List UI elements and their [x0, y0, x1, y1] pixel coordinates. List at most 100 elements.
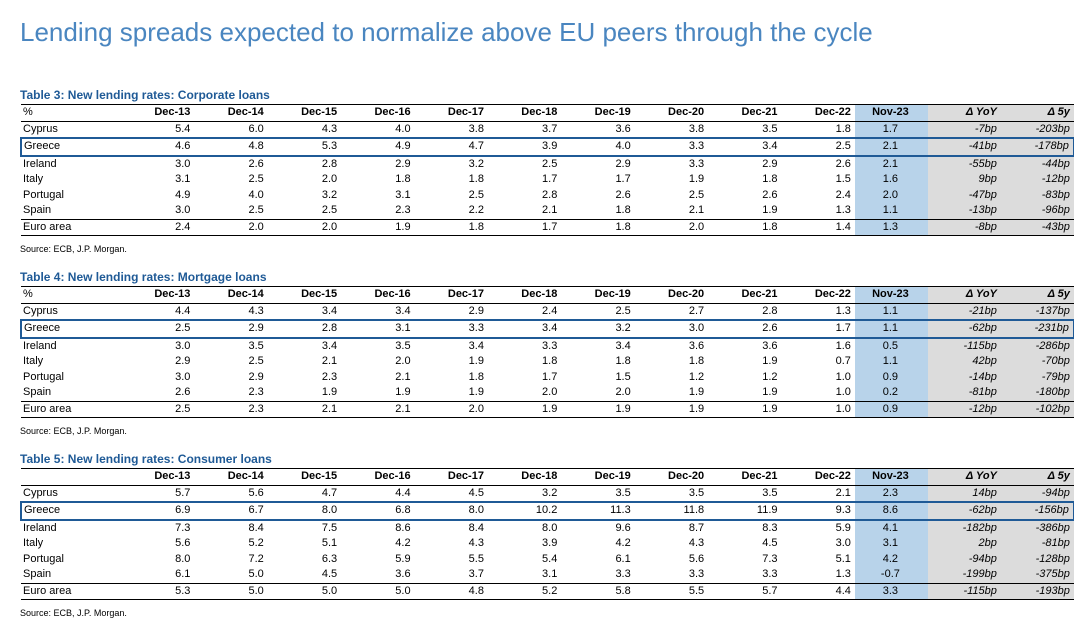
column-header: Nov-23: [854, 468, 928, 486]
table-cell: -180bp: [1000, 385, 1074, 401]
column-header: Δ 5y: [1000, 468, 1074, 486]
table-cell: 3.4: [321, 339, 338, 352]
table-cell: 4.3: [468, 537, 484, 549]
table-row: Greece 2.5 2.9 2.8 3.1 3.3 3.4 3.2 3.0 2.6 1.7 1.1-…: [20, 319, 1074, 339]
table-cell: 4.0: [561, 137, 635, 157]
table-cell: 1.9: [708, 400, 782, 418]
table-cell: 42bp: [927, 354, 1001, 370]
table-cell: -83bp: [1000, 187, 1074, 203]
table-cell: 2.9: [395, 157, 411, 170]
row-label: Cyprus: [23, 122, 58, 135]
table-cell: -156bp: [1000, 501, 1074, 521]
table-cell: 3.1: [542, 568, 558, 580]
table-cell: 11.9: [708, 501, 782, 521]
table-cell: 4.4: [395, 486, 411, 499]
lending-rates-table: % Dec-13 Dec-14 Dec-15 Dec-16 Dec-17 Dec-18 Dec…: [20, 286, 1074, 418]
table-cell: -203bp: [1000, 121, 1074, 138]
table-cell: 3.4: [487, 319, 562, 339]
column-header: Nov-23: [854, 104, 928, 122]
table-cell: 4.0: [395, 122, 411, 135]
table-cell: 2.5: [542, 157, 558, 170]
table-cell: 2.0: [854, 187, 928, 203]
table-cell: 2.5: [248, 173, 264, 185]
table-cell: 2.9: [175, 355, 191, 367]
table-cell: 4.3: [248, 304, 264, 317]
table-cell: 2.5: [688, 188, 705, 201]
table-cell: 1.9: [762, 355, 778, 367]
table-cell: 5.0: [267, 582, 342, 600]
table-cell: 1.8: [395, 173, 411, 185]
row-label: Ireland: [23, 521, 57, 534]
table-cell: -286bp: [1000, 337, 1074, 354]
row-label: Euro area: [21, 582, 121, 600]
column-header: Dec-13: [121, 468, 195, 486]
table-row: Ireland 3.0 3.5 3.4 3.5 3.4 3.3 3.4 3.6 3.6 1.6 0.5…: [21, 337, 1074, 354]
row-label: Italy: [23, 355, 44, 367]
table-cell: 3.4: [708, 137, 782, 157]
table-cell: 4.1: [854, 519, 928, 536]
row-label: Cyprus: [23, 304, 58, 317]
table-cell: 2.1: [854, 137, 928, 157]
table-cell: 1.9: [395, 386, 411, 398]
table-cell: 2.5: [121, 319, 195, 339]
table-cell: 2.0: [321, 173, 338, 185]
table-cell: 1.5: [835, 173, 851, 185]
table-cell: 2.1: [542, 204, 558, 216]
table-row: Cyprus 4.4 4.3 3.4 3.4 2.9 2.4 2.5 2.7 2.8 1.3 1.1-…: [21, 303, 1074, 320]
table-cell: 2.5: [321, 204, 338, 216]
table-cell: 5.2: [487, 582, 562, 600]
table-cell: -94bp: [927, 551, 1001, 567]
table-cell: 1.3: [835, 568, 851, 580]
column-header: Δ 5y: [1000, 286, 1074, 304]
table-cell: -55bp: [927, 155, 1001, 172]
table-cell: 1.9: [468, 355, 484, 367]
row-label: Spain: [23, 204, 52, 216]
table-row: Greece 6.9 6.7 8.0 6.8 8.0 10.2 11.3 11.8 11.9 9.3…: [20, 501, 1074, 521]
table-cell: 5.9: [395, 552, 411, 565]
table-cell: 1.6: [854, 172, 928, 188]
table-cell: 2.1: [267, 400, 342, 418]
table-cell: 2.8: [321, 157, 338, 170]
table-cell: 3.0: [175, 339, 191, 352]
table-cell: 9bp: [927, 172, 1001, 188]
table-cell: 3.1: [854, 536, 928, 552]
table-cell: -115bp: [927, 582, 1001, 600]
table-cell: 3.4: [468, 339, 484, 352]
table-cell: 3.2: [468, 157, 484, 170]
unit-header: %: [21, 104, 121, 122]
table-cell: 3.5: [762, 486, 778, 499]
table-cell: -94bp: [1000, 485, 1074, 502]
table-cell: -44bp: [1000, 155, 1074, 172]
table-cell: 1.9: [321, 386, 338, 398]
column-header: Dec-21: [708, 286, 782, 304]
table-cell: 1.9: [341, 218, 415, 236]
table-cell: 1.8: [414, 218, 488, 236]
table-cell: 1.0: [835, 370, 851, 383]
table-cell: -81bp: [927, 385, 1001, 401]
header-row: % Dec-13 Dec-14 Dec-15 Dec-16 Dec-17 Dec-18 Dec…: [21, 286, 1074, 304]
table-row: Ireland 3.0 2.6 2.8 2.9 3.2 2.5 2.9 3.3 2.9 2.6 2.1…: [21, 155, 1074, 172]
table-3-section: Table 3: New lending rates: Corporate lo…: [20, 86, 1074, 256]
source-note: Source: ECB, J.P. Morgan.: [20, 426, 127, 436]
table-cell: 1.9: [762, 204, 778, 216]
table-cell: 1.3: [835, 204, 851, 216]
row-label: Euro area: [21, 218, 121, 236]
table-cell: -96bp: [1000, 203, 1074, 219]
table-cell: 5.3: [121, 582, 195, 600]
row-label: Ireland: [23, 339, 57, 352]
table-cell: -62bp: [927, 501, 1001, 521]
table-caption: Table 5: New lending rates: Consumer loa…: [20, 452, 272, 466]
table-cell: 7.3: [762, 552, 778, 565]
column-header: Dec-14: [194, 104, 268, 122]
table-cell: 3.7: [468, 568, 484, 580]
table-cell: 2.8: [542, 188, 558, 201]
table-cell: 11.3: [561, 501, 635, 521]
table-cell: -81bp: [1000, 536, 1074, 552]
table-cell: 3.5: [248, 339, 264, 352]
table-cell: 1.0: [781, 400, 855, 418]
table-cell: 8.7: [688, 521, 705, 534]
table-cell: 5.7: [708, 582, 782, 600]
table-cell: -182bp: [927, 519, 1001, 536]
table-cell: 4.9: [341, 137, 415, 157]
table-cell: 1.9: [468, 386, 484, 398]
